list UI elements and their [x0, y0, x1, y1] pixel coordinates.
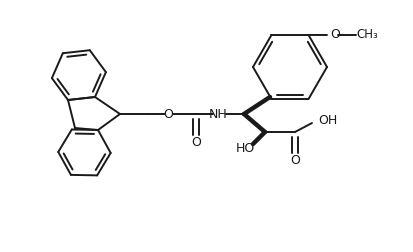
Text: O: O: [329, 28, 339, 42]
Text: O: O: [290, 153, 299, 167]
Text: OH: OH: [317, 113, 337, 127]
Text: HO: HO: [235, 142, 254, 155]
Text: NH: NH: [208, 108, 227, 120]
Text: O: O: [191, 136, 200, 148]
Text: CH₃: CH₃: [355, 28, 377, 42]
Text: O: O: [163, 108, 173, 120]
